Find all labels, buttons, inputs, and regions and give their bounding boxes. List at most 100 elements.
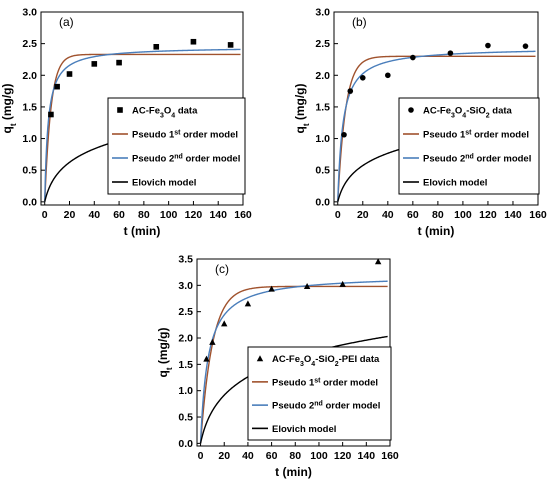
x-tick-label: 160: [529, 209, 547, 221]
x-axis-label: t (min): [418, 224, 455, 238]
y-tick-label: 3.0: [178, 280, 193, 292]
x-tick-label: 120: [334, 450, 352, 462]
legend-elovich-label: Elovich model: [423, 178, 487, 189]
chart-panel-a: 0 20 40 60 80 100 120 140 160 0.0 0.5 1.0 1.5 2.0 2.5 3…: [0, 7, 252, 239]
y-tick-label: 2.0: [178, 333, 193, 345]
data-point: [209, 338, 216, 345]
x-tick-label: 20: [218, 450, 230, 462]
legend-pseudo-second-label: Pseudo 2nd order model: [272, 400, 380, 412]
x-tick-label: 120: [185, 209, 203, 221]
legend-box: [247, 346, 392, 441]
y-tick-label: 2.0: [22, 70, 37, 82]
x-tick-label: 100: [310, 450, 328, 462]
x-tick-label: 140: [209, 209, 227, 221]
data-point: [190, 38, 197, 45]
pseudo-second-order-curve: [199, 280, 388, 444]
legend-data-label: AC-Fe3O4 data: [132, 106, 198, 120]
y-tick-label: 0.5: [22, 165, 37, 177]
data-point: [91, 61, 98, 67]
y-tick-label: 0.5: [315, 165, 330, 177]
y-tick-label: 2.5: [315, 38, 330, 50]
chart-panel-b: 0 20 40 60 80 100 120 140 160 0.0 0.5 1.0 1.5 2.0 2.5 3…: [293, 7, 547, 239]
data-point: [268, 285, 275, 292]
x-tick-label: 0: [335, 209, 341, 221]
pseudo-first-order-curve: [44, 53, 241, 202]
x-tick-label: 40: [382, 209, 394, 221]
y-tick-label: 1.0: [178, 385, 193, 397]
y-tick-label: 3.0: [22, 7, 37, 19]
legend-data-label: AC-Fe3O4-SiO2-PEI data: [272, 354, 380, 368]
legend-data-marker: [256, 355, 264, 362]
y-tick-label: 1.5: [22, 101, 37, 113]
x-tick-label: 140: [504, 209, 522, 221]
legend-pseudo-second-label: Pseudo 2nd order model: [423, 153, 531, 165]
x-tick-label: 20: [357, 209, 369, 221]
panel-label: (a): [59, 15, 74, 29]
legend-elovich-label: Elovich model: [132, 178, 196, 189]
data-point: [347, 88, 354, 94]
y-axis-label: qt (mg/g): [156, 327, 174, 377]
data-point: [374, 258, 382, 265]
y-tick-label: 2.5: [178, 306, 193, 318]
x-tick-label: 40: [242, 450, 254, 462]
legend: AC-Fe3O4 data Pseudo 1st order model Pseud…: [107, 97, 246, 195]
y-tick-label: 0.5: [178, 412, 193, 424]
y-tick-label: 3.0: [315, 7, 330, 19]
y-tick-label: 0.0: [22, 196, 37, 208]
data-point: [359, 75, 366, 81]
x-tick-label: 60: [113, 209, 125, 221]
x-tick-label: 160: [381, 450, 399, 462]
data-point: [244, 300, 252, 307]
y-tick-label: 0.0: [178, 438, 193, 450]
legend: AC-Fe3O4-SiO2-PEI data Pseudo 1st order m…: [247, 346, 392, 441]
x-tick-label: 60: [266, 450, 278, 462]
pseudo-second-order-curve: [337, 50, 536, 202]
pseudo-first-order-curve: [337, 55, 536, 202]
y-tick-label: 1.0: [22, 133, 37, 145]
y-tick-label: 1.0: [315, 133, 330, 145]
data-point: [153, 44, 160, 50]
legend-pseudo-first-label: Pseudo 1st order model: [423, 129, 529, 141]
x-tick-label: 80: [138, 209, 150, 221]
y-tick-label: 1.5: [178, 359, 193, 371]
data-point: [116, 59, 122, 66]
y-axis-label: qt (mg/g): [293, 83, 311, 133]
data-point: [303, 282, 311, 289]
legend-data-marker: [117, 107, 123, 113]
pseudo-second-order-curve: [44, 48, 241, 202]
data-point: [66, 71, 73, 77]
y-axis-label: qt (mg/g): [0, 83, 18, 133]
y-tick-label: 2.5: [22, 38, 37, 50]
data-point: [221, 320, 228, 327]
legend-data-marker: [408, 107, 414, 113]
data-point: [447, 50, 454, 56]
x-tick-label: 60: [407, 209, 419, 221]
x-tick-label: 80: [432, 209, 444, 221]
data-point: [48, 111, 54, 118]
chart-panel-c: 0 20 40 60 80 100 120 140 160 0.0 0.5 1.0 1.5 2.0 2.5 3…: [156, 254, 399, 480]
legend-elovich-label: Elovich model: [272, 424, 336, 435]
data-point: [203, 355, 210, 362]
panel-label: (c): [215, 262, 229, 276]
legend: AC-Fe3O4-SiO2 data Pseudo 1st order model…: [398, 97, 540, 195]
x-tick-label: 140: [358, 450, 376, 462]
x-tick-label: 20: [64, 209, 76, 221]
data-point: [339, 280, 346, 287]
legend-pseudo-first-label: Pseudo 1st order model: [272, 377, 378, 389]
y-tick-label: 0.0: [315, 196, 330, 208]
data-point: [341, 131, 347, 138]
x-tick-label: 40: [88, 209, 100, 221]
x-tick-label: 100: [454, 209, 472, 221]
y-tick-label: 1.5: [315, 101, 330, 113]
y-tick-label: 2.0: [315, 70, 330, 82]
x-tick-label: 80: [289, 450, 301, 462]
legend-data-label: AC-Fe3O4-SiO2 data: [423, 106, 513, 120]
data-point: [522, 43, 529, 49]
legend-box: [398, 97, 540, 195]
x-tick-label: 160: [234, 209, 252, 221]
pseudo-first-order-curve: [199, 285, 388, 444]
panel-label: (b): [352, 15, 367, 29]
data-point: [385, 72, 391, 79]
y-tick-label: 3.5: [178, 254, 193, 266]
x-tick-label: 0: [198, 450, 204, 462]
